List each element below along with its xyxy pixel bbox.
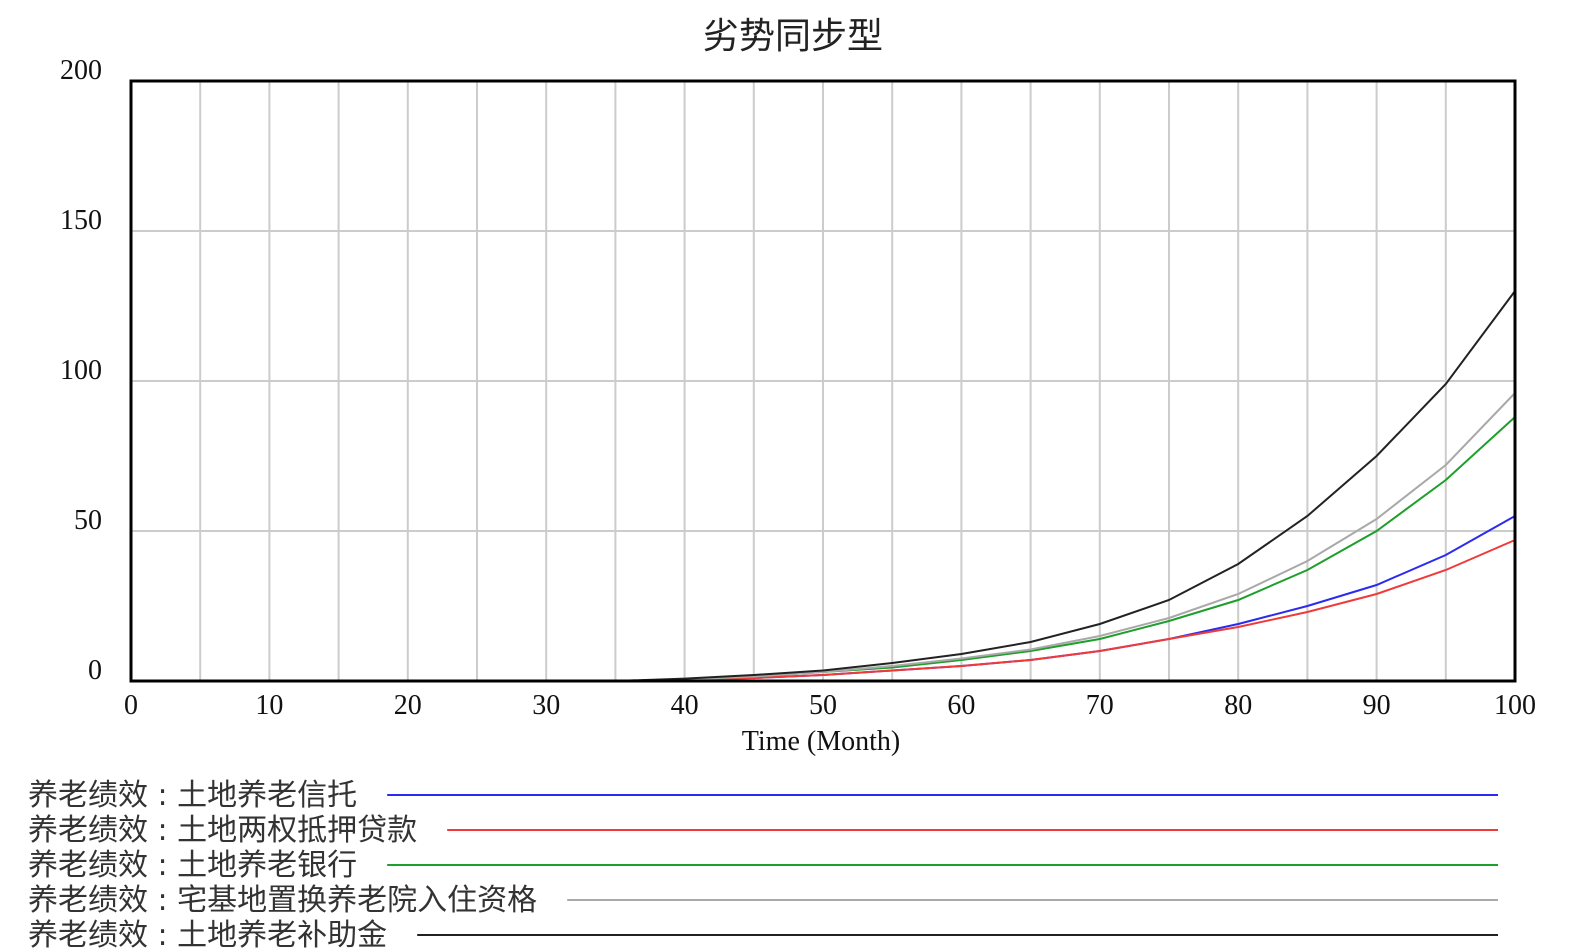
grid-lines xyxy=(131,81,1515,681)
x-tick-label: 20 xyxy=(394,690,422,721)
y-tick-label: 0 xyxy=(88,655,102,686)
legend-label-3: 养老绩效 : 土地养老银行 xyxy=(28,848,357,883)
x-axis-ticks: 0 10 20 30 40 50 60 70 80 90 100 xyxy=(124,690,1536,721)
x-tick-label: 0 xyxy=(124,690,138,721)
x-tick-label: 70 xyxy=(1086,690,1114,721)
x-axis-label: Time (Month) xyxy=(742,726,900,757)
legend-label-2: 养老绩效 : 土地两权抵押贷款 xyxy=(28,813,417,848)
y-tick-label: 100 xyxy=(60,355,102,386)
x-tick-label: 80 xyxy=(1224,690,1252,721)
x-tick-label: 50 xyxy=(809,690,837,721)
plot-frame xyxy=(129,79,1517,683)
x-tick-label: 60 xyxy=(947,690,975,721)
x-tick-label: 30 xyxy=(532,690,560,721)
x-tick-label: 10 xyxy=(255,690,283,721)
y-axis-ticks: 0 50 100 150 200 xyxy=(60,55,102,686)
chart-title: 劣势同步型 xyxy=(703,16,883,57)
legend-label-5: 养老绩效 : 土地养老补助金 xyxy=(28,918,387,948)
x-tick-label: 90 xyxy=(1363,690,1391,721)
y-tick-label: 150 xyxy=(60,205,102,236)
y-tick-label: 200 xyxy=(60,55,102,86)
legend-label-4: 养老绩效 : 宅基地置换养老院入住资格 xyxy=(28,883,537,918)
y-tick-label: 50 xyxy=(74,505,102,536)
x-tick-label: 40 xyxy=(671,690,699,721)
x-tick-label: 100 xyxy=(1494,690,1536,721)
legend-label-1: 养老绩效 : 土地养老信托 xyxy=(28,778,357,813)
